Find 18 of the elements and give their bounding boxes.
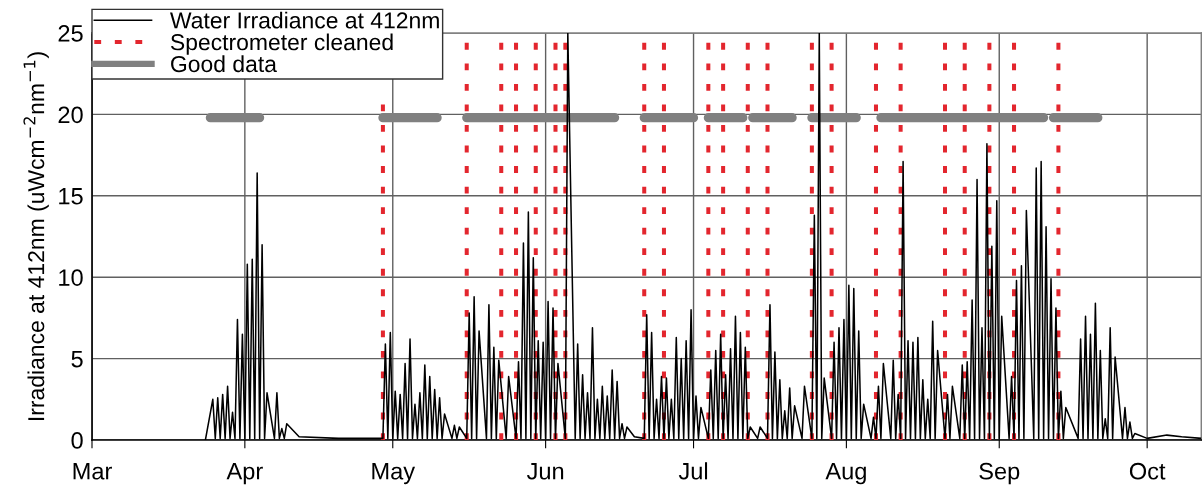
x-tick-label: Apr [226,463,263,485]
y-tick-label: 15 [59,188,83,205]
x-tick-label: Sep [979,462,1020,485]
y-axis-title: Irradiance at 412nm (uWcm$^{−2}$nm$^{−1}$) [23,52,49,421]
legend-label: Spectrometer cleaned [170,33,393,55]
x-tick-label: Mar [73,463,112,480]
legend-label: Good data [171,55,277,73]
legend-label: Water Irradiance at 412nm [170,11,439,29]
x-tick-label: May [372,463,416,485]
x-tick-label: Jul [678,462,708,480]
y-tick-label: 20 [58,106,83,124]
y-tick-label: 10 [59,269,83,286]
y-tick-label: 0 [71,432,83,449]
y-tick-label: 25 [58,25,83,42]
x-tick-label: Oct [1129,462,1166,480]
y-tick-label: 5 [71,350,83,368]
x-tick-label: Jun [526,463,564,480]
x-tick-label: Aug [825,463,866,485]
